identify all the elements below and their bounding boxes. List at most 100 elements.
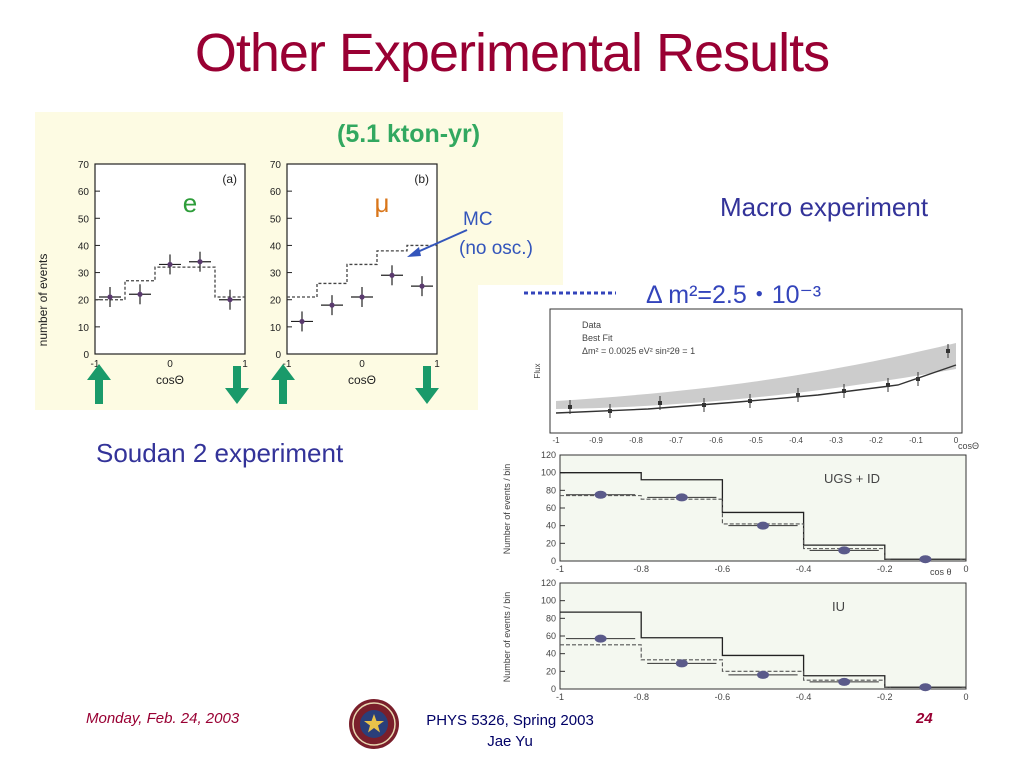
y-tick-label: 50 <box>78 214 90 225</box>
x-tick-label: -0.9 <box>589 436 603 445</box>
y-tick-label: 60 <box>270 187 282 198</box>
plot-frame <box>286 163 438 355</box>
macro-mid-panel <box>559 454 967 562</box>
data-point <box>675 659 688 668</box>
y-tick-label: 120 <box>541 578 556 588</box>
y-tick-label: 40 <box>270 241 282 252</box>
flux-point <box>842 389 846 393</box>
y-tick-label: 20 <box>546 666 556 676</box>
x-tick-label: -0.8 <box>629 436 643 445</box>
x-tick-label: 1 <box>242 359 248 370</box>
macro-top-xticks: -1 -0.9 -0.8 -0.7 -0.6 -0.5 -0.4 -0.3 -0.2 -0.1 0 <box>552 436 958 445</box>
data-point <box>757 521 769 530</box>
x-tick-label: -0.6 <box>709 436 723 445</box>
x-tick-label: 0 <box>167 359 173 370</box>
flux-point <box>608 409 612 413</box>
up-arrow-icon <box>87 364 111 404</box>
y-tick-label: 120 <box>541 450 556 460</box>
panel-particle: e <box>183 188 197 218</box>
soudan-ylabel: number of events <box>36 254 50 347</box>
mc-note: (no osc.) <box>459 238 533 259</box>
footer-course-line2: Jae Yu <box>487 733 533 750</box>
x-tick-label: 0 <box>963 564 968 574</box>
flux-point <box>946 349 950 353</box>
flux-point <box>886 383 890 387</box>
y-tick-label: 40 <box>546 521 556 531</box>
macro-top-legend: Data Best Fit Δm² = 0.0025 eV² sin²2θ = … <box>582 320 695 356</box>
x-tick-label: -0.2 <box>877 564 893 574</box>
data-point <box>419 283 425 289</box>
macro-top-xlabel: cosΘ <box>958 441 979 451</box>
flux-point <box>658 401 662 405</box>
soudan-xlabel-b: cosΘ <box>348 373 376 387</box>
x-tick-label: -1 <box>552 436 560 445</box>
legend-entry: Data <box>582 320 601 330</box>
flux-point <box>796 393 800 397</box>
footer-course-line1: PHYS 5326, Spring 2003 <box>426 712 594 729</box>
flux-point <box>702 403 706 407</box>
x-tick-label: -0.7 <box>669 436 683 445</box>
data-point <box>838 546 851 555</box>
x-tick-label: -0.8 <box>633 692 649 702</box>
x-tick-label: -0.1 <box>909 436 923 445</box>
x-tick-label: -1 <box>91 359 100 370</box>
slide-title: Other Experimental Results <box>194 23 830 83</box>
x-tick-label: 0 <box>963 692 968 702</box>
macro-bottom-title: IU <box>832 599 845 614</box>
x-tick-label: -0.6 <box>715 564 731 574</box>
soudan-experiment-label: Soudan 2 experiment <box>96 438 344 468</box>
data-point <box>359 294 365 300</box>
macro-mid-xlabel: cos θ <box>930 567 952 577</box>
y-tick-label: 60 <box>78 187 90 198</box>
flux-point <box>748 399 752 403</box>
soudan-xlabel-a: cosΘ <box>156 373 184 387</box>
data-point <box>594 634 607 643</box>
legend-entry: Δm² = 0.0025 eV² sin²2θ = 1 <box>582 346 695 356</box>
y-tick-label: 10 <box>270 323 282 334</box>
x-tick-label: -0.8 <box>633 564 649 574</box>
data-point <box>594 490 607 499</box>
footer-course: PHYS 5326, Spring 2003 Jae Yu <box>405 710 615 752</box>
data-point <box>675 493 688 502</box>
y-tick-label: 40 <box>546 649 556 659</box>
down-arrow-icon <box>415 366 439 404</box>
data-point <box>919 555 932 564</box>
macro-mid-ylabel: Number of events / bin <box>502 464 512 555</box>
y-tick-label: 60 <box>546 503 556 513</box>
y-tick-label: 70 <box>78 160 90 171</box>
y-tick-label: 40 <box>78 241 90 252</box>
y-tick-label: 10 <box>78 323 90 334</box>
data-point <box>137 291 143 297</box>
page-number: 24 <box>916 710 933 727</box>
data-point <box>197 259 203 265</box>
y-tick-label: 30 <box>78 269 90 280</box>
macro-flux-best-fit <box>555 364 957 414</box>
x-tick-label: -0.5 <box>749 436 763 445</box>
mc-pointer-line <box>412 229 468 255</box>
x-tick-label: -0.4 <box>789 436 803 445</box>
panel-tag: (b) <box>414 172 429 186</box>
mc-pointer-arrowhead <box>407 247 421 257</box>
flux-point <box>916 377 920 381</box>
data-point <box>107 294 113 300</box>
legend-entry: Best Fit <box>582 333 613 343</box>
x-tick-label: -0.2 <box>869 436 883 445</box>
soudan-figure: (5.1 kton-yr) number of events 70 60 50 40 3… <box>35 112 563 410</box>
x-tick-label: -1 <box>556 564 564 574</box>
y-tick-label: 70 <box>270 160 282 171</box>
y-tick-label: 0 <box>551 684 556 694</box>
macro-mid-title: UGS + ID <box>824 471 880 486</box>
x-tick-label: -0.4 <box>796 692 812 702</box>
macro-figure: Δ m²=2.5・10⁻³ Data Best Fit Δm² = 0.0025… <box>478 285 990 703</box>
flux-point <box>568 405 572 409</box>
panel-particle: μ <box>375 188 390 218</box>
soudan-header: (5.1 kton-yr) <box>337 120 480 148</box>
data-point <box>389 272 395 278</box>
down-arrow-icon <box>225 366 249 404</box>
x-tick-label: -0.2 <box>877 692 893 702</box>
y-tick-label: 100 <box>541 468 556 478</box>
mc-histogram <box>287 244 437 298</box>
